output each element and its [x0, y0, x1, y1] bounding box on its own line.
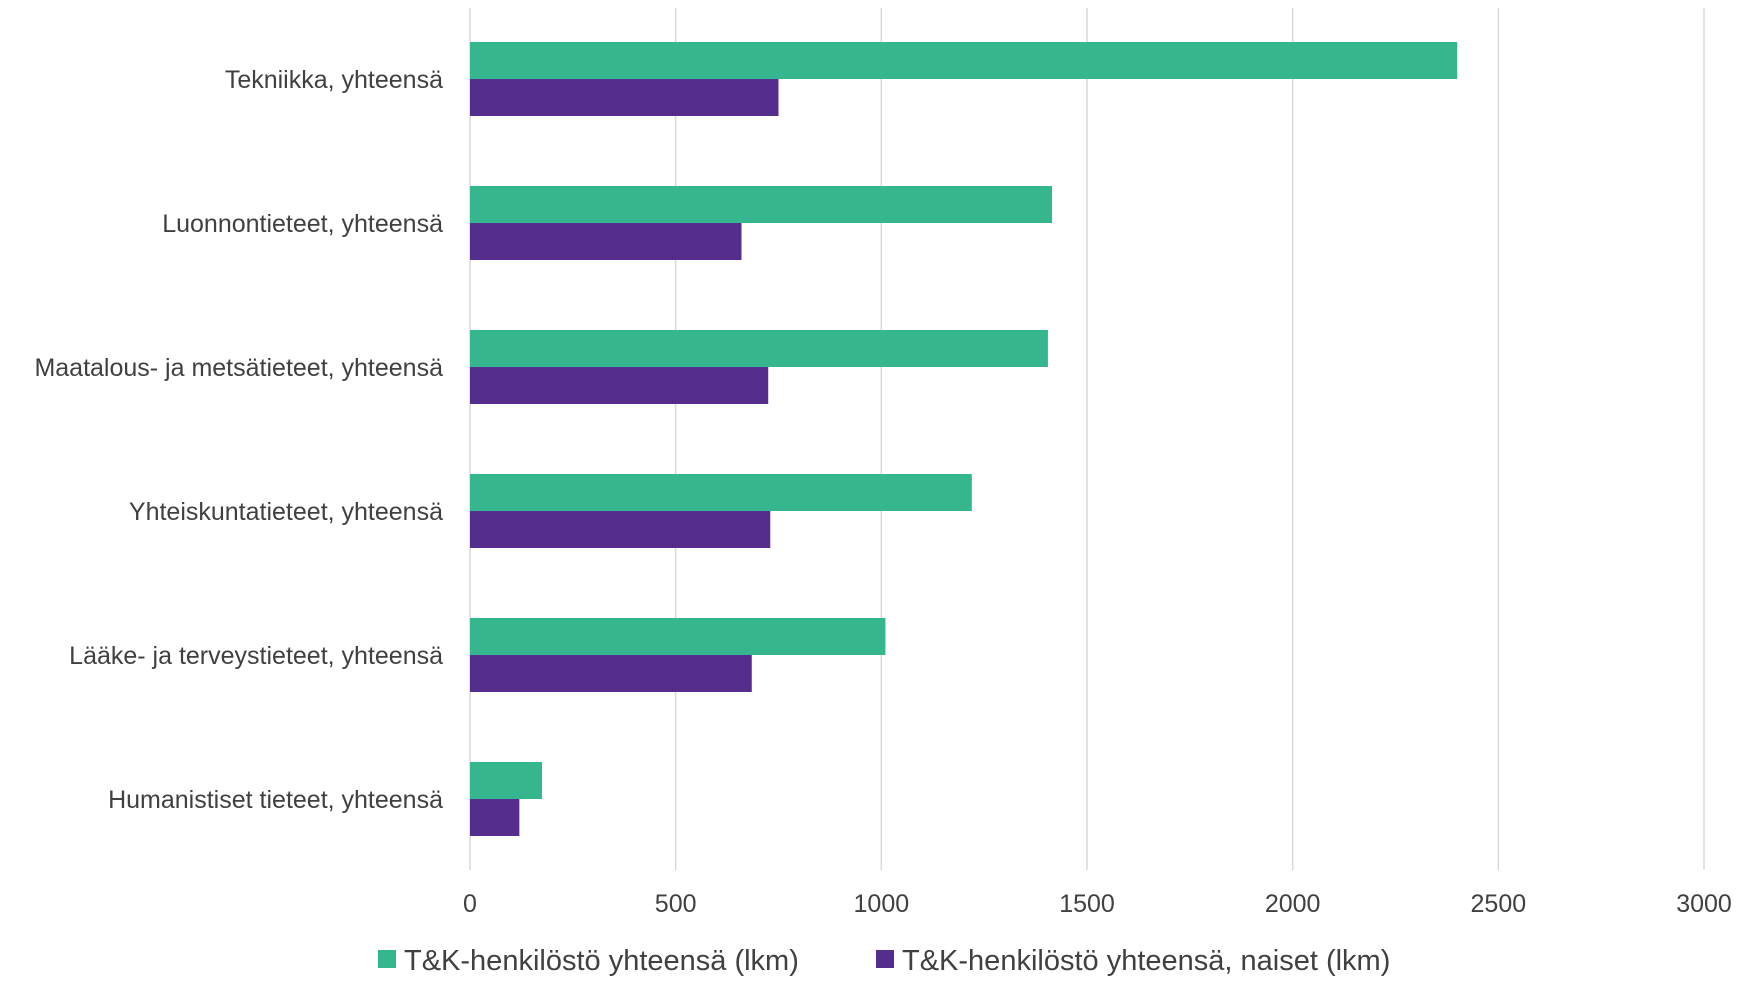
bars [470, 42, 1458, 836]
bar-women [470, 799, 520, 836]
bar-women [470, 79, 779, 116]
category-label: Humanistiset tieteet, yhteensä [108, 786, 443, 814]
bar-total [470, 330, 1048, 367]
x-tick-label: 2500 [1471, 890, 1527, 918]
category-label: Yhteiskuntatieteet, yhteensä [129, 498, 443, 526]
bar-total [470, 42, 1458, 79]
bar-total [470, 186, 1053, 223]
x-tick-label: 1000 [854, 890, 910, 918]
x-tick-label: 1500 [1059, 890, 1115, 918]
legend-label: T&K-henkilöstö yhteensä, naiset (lkm) [902, 945, 1390, 976]
category-labels: Tekniikka, yhteensä Luonnontieteet, yhtee… [34, 66, 443, 814]
bar-women [470, 511, 771, 548]
x-tick-label: 2000 [1265, 890, 1321, 918]
bar-total [470, 618, 886, 655]
category-label: Maatalous- ja metsätieteet, yhteensä [34, 354, 443, 382]
bar-women [470, 367, 769, 404]
category-label: Lääke- ja terveystieteet, yhteensä [69, 642, 443, 670]
category-label: Tekniikka, yhteensä [225, 66, 443, 94]
bar-women [470, 655, 752, 692]
legend-swatch [378, 950, 396, 968]
x-tick-label: 500 [655, 890, 697, 918]
bar-total [470, 762, 542, 799]
gridlines [469, 8, 1705, 870]
legend-label: T&K-henkilöstö yhteensä (lkm) [404, 945, 799, 976]
bar-total [470, 474, 972, 511]
category-label: Luonnontieteet, yhteensä [162, 210, 443, 238]
legend-swatch [876, 950, 894, 968]
x-tick-label: 3000 [1676, 890, 1732, 918]
x-axis-tick-labels: 0 500 1000 1500 2000 2500 3000 [463, 890, 1732, 918]
legend: T&K-henkilöstö yhteensä (lkm) T&K-henkilö… [378, 945, 1390, 977]
x-tick-label: 0 [463, 890, 477, 918]
bar-women [470, 223, 742, 260]
